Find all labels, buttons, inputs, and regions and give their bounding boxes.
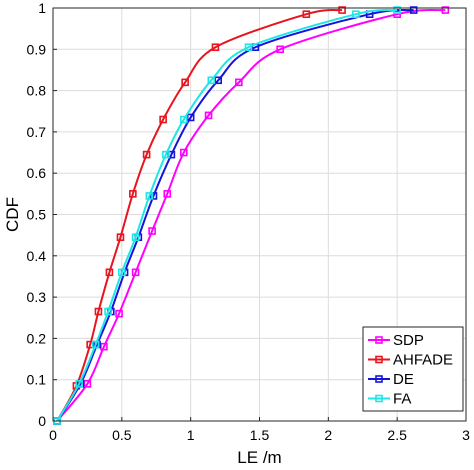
x-tick-label: 2.5 bbox=[387, 427, 407, 443]
data-marker-ahfade bbox=[129, 190, 137, 198]
data-marker-de bbox=[149, 192, 158, 200]
data-marker-sdp bbox=[163, 190, 172, 198]
data-marker-fa bbox=[244, 43, 253, 52]
data-marker-fa bbox=[104, 307, 112, 316]
legend-label-sdp: SDP bbox=[393, 332, 424, 349]
data-marker-fa bbox=[145, 192, 154, 200]
legend-label-ahfade: AHFADE bbox=[393, 352, 453, 369]
y-tick-label: 0.3 bbox=[27, 289, 47, 305]
data-marker-de bbox=[186, 113, 195, 122]
data-marker-ahfade bbox=[105, 268, 114, 277]
x-axis-title: LE /m bbox=[237, 448, 281, 467]
data-marker-fa bbox=[393, 6, 401, 14]
series-layer bbox=[53, 6, 450, 425]
legend-label-fa: FA bbox=[393, 391, 411, 408]
y-tick-label: 1 bbox=[38, 0, 46, 16]
data-marker-fa bbox=[118, 268, 126, 277]
y-tick-label: 0.7 bbox=[27, 124, 47, 140]
data-marker-ahfade bbox=[94, 307, 103, 316]
data-marker-fa bbox=[75, 380, 83, 388]
x-tick-label: 1.5 bbox=[250, 427, 270, 443]
data-marker-de bbox=[214, 76, 222, 85]
x-tick-label: 1 bbox=[187, 427, 195, 443]
data-marker-fa bbox=[131, 233, 140, 242]
x-tick-label: 0 bbox=[49, 427, 57, 443]
x-tick-label: 2 bbox=[324, 427, 332, 443]
y-tick-label: 0.9 bbox=[27, 41, 47, 57]
x-tick-label: 0.5 bbox=[112, 427, 132, 443]
y-tick-label: 0 bbox=[38, 413, 46, 429]
data-marker-ahfade bbox=[302, 10, 311, 18]
data-marker-fa bbox=[179, 115, 188, 124]
data-marker-de bbox=[409, 6, 418, 14]
y-axis-title: CDF bbox=[3, 197, 22, 232]
y-tick-label: 0.2 bbox=[27, 330, 47, 346]
y-tick-label: 0.1 bbox=[27, 372, 47, 388]
data-marker-sdp bbox=[235, 78, 243, 87]
data-marker-ahfade bbox=[116, 233, 125, 242]
data-marker-sdp bbox=[276, 45, 284, 54]
data-marker-ahfade bbox=[181, 78, 189, 87]
legend-marker-sdp bbox=[375, 336, 383, 344]
legend: SDP AHFADE DE FA bbox=[362, 326, 464, 412]
data-marker-sdp bbox=[441, 6, 450, 14]
x-tick-label: 3 bbox=[462, 427, 470, 443]
legend-marker-de bbox=[375, 375, 383, 383]
data-marker-sdp bbox=[179, 148, 188, 157]
data-marker-sdp bbox=[83, 380, 92, 388]
data-marker-sdp bbox=[148, 227, 156, 235]
data-marker-sdp bbox=[100, 342, 108, 351]
series-line-sdp bbox=[56, 8, 446, 422]
data-marker-ahfade bbox=[211, 43, 220, 52]
data-marker-fa bbox=[91, 340, 100, 349]
y-tick-label: 0.6 bbox=[27, 165, 47, 181]
data-marker-ahfade bbox=[159, 115, 167, 124]
data-marker-fa bbox=[207, 76, 216, 85]
y-tick-label: 0.5 bbox=[27, 207, 47, 223]
tick-labels: 0 0.5 1 1.5 2 2.5 3 0 0.1 0.2 0.3 0.4 0.5 0.6 0.7 0.8 0.… bbox=[27, 0, 471, 443]
data-marker-sdp bbox=[115, 309, 123, 318]
data-marker-ahfade bbox=[338, 6, 346, 14]
legend-marker-fa bbox=[375, 394, 383, 403]
series-line-ahfade bbox=[56, 9, 343, 422]
data-marker-sdp bbox=[131, 268, 140, 277]
data-marker-sdp bbox=[204, 111, 213, 120]
y-tick-label: 0.4 bbox=[27, 248, 47, 264]
plot-frame bbox=[52, 7, 467, 422]
data-marker-fa bbox=[162, 150, 170, 159]
y-tick-label: 0.8 bbox=[27, 83, 47, 99]
data-marker-fa bbox=[352, 10, 360, 18]
legend-marker-ahfade bbox=[375, 355, 383, 364]
legend-label-de: DE bbox=[393, 371, 414, 388]
data-marker-ahfade bbox=[142, 150, 151, 159]
